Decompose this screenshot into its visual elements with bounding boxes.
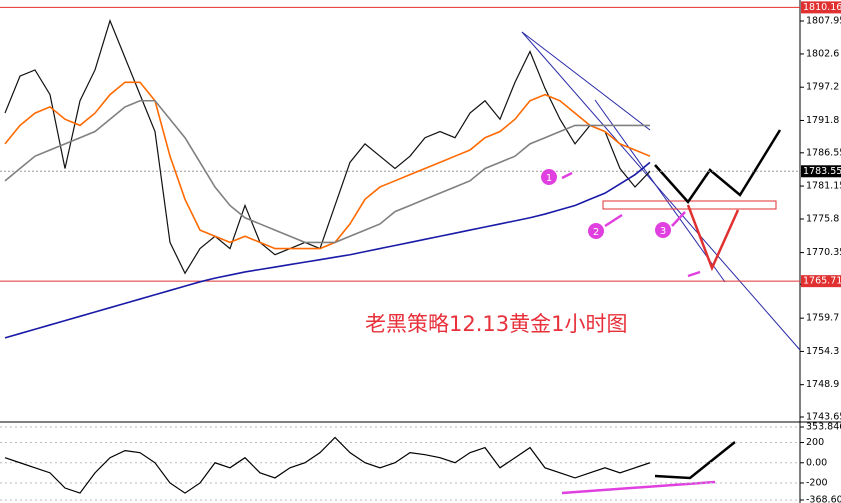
annotation-label: 1 — [546, 173, 552, 184]
y-tick-label: -368.609 — [806, 495, 841, 503]
y-tick-label: 1797.2 — [806, 82, 839, 93]
y-tick-label: 1743.65 — [806, 412, 841, 423]
series-line — [4, 81, 651, 250]
channel-line — [521, 31, 651, 131]
current-label-bg — [801, 165, 841, 178]
series-line — [4, 18, 651, 275]
y-tick-label: -200 — [806, 477, 828, 488]
level-label-bg — [801, 275, 841, 288]
current-label: 1783.55 — [803, 166, 841, 177]
y-tick-label: 1754.3 — [806, 346, 839, 357]
annotation-marker — [655, 222, 671, 238]
y-tick-label: 1759.7 — [806, 313, 839, 324]
scenario-arrows — [561, 129, 782, 495]
y-tick-label: 1786.55 — [806, 147, 841, 158]
plot-bg — [0, 0, 800, 503]
series-line — [4, 436, 651, 494]
series-line — [4, 161, 651, 339]
level-label-bg — [801, 1, 841, 14]
channel-line — [594, 99, 726, 283]
annotation-label: 3 — [660, 226, 666, 237]
y-tick-label: 353.8468 — [806, 422, 841, 433]
channel-line — [521, 31, 801, 351]
y-tick-label: 1770.35 — [806, 247, 841, 258]
y-tick-label: 1802.6 — [806, 48, 839, 59]
y-tick-label: 1791.8 — [806, 115, 839, 126]
chart-title: 老黑策略12.13黄金1小时图 — [365, 312, 627, 336]
level-label: 1765.71 — [803, 276, 841, 287]
y-tick-label: 1807.95 — [806, 16, 841, 27]
level-label: 1810.16 — [803, 2, 841, 13]
y-tick-label: 1775.8 — [806, 214, 839, 225]
y-tick-label: 0.00 — [806, 457, 827, 468]
y-tick-label: 1748.9 — [806, 379, 839, 390]
annotation-label: 2 — [593, 227, 599, 238]
y-tick-label: 1781.15 — [806, 181, 841, 192]
annotation-marker — [541, 169, 557, 185]
y-tick-label: 200 — [806, 437, 824, 448]
annotation-marker — [588, 223, 604, 239]
series-line — [4, 99, 650, 244]
